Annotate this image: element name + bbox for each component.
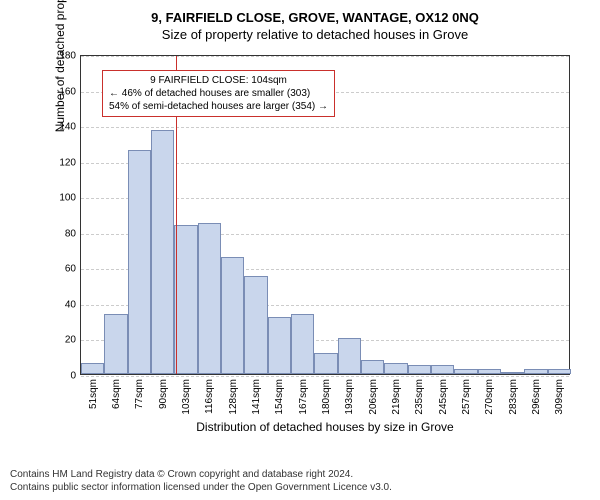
x-tick: 51sqm [88, 379, 99, 409]
plot-area: Number of detached properties Distributi… [80, 55, 570, 375]
histogram-bar [524, 369, 547, 374]
x-tick: 128sqm [228, 379, 239, 415]
x-tick: 283sqm [508, 379, 519, 415]
y-tick: 60 [65, 264, 76, 275]
x-tick: 90sqm [158, 379, 169, 409]
histogram-bar [198, 223, 221, 374]
y-axis-label: Number of detached properties [53, 0, 67, 132]
y-tick: 140 [59, 122, 76, 133]
histogram-bar [244, 276, 267, 374]
x-tick: 103sqm [181, 379, 192, 415]
annotation-line1: 9 FAIRFIELD CLOSE: 104sqm [109, 74, 328, 87]
x-tick: 141sqm [251, 379, 262, 415]
histogram-bar [548, 369, 571, 374]
histogram-bar [338, 338, 361, 374]
histogram-bar [221, 257, 244, 374]
histogram-bar [454, 369, 477, 374]
chart-container: 9, FAIRFIELD CLOSE, GROVE, WANTAGE, OX12… [50, 10, 580, 430]
footer: Contains HM Land Registry data © Crown c… [0, 468, 600, 494]
histogram-bar [384, 363, 407, 374]
y-tick: 120 [59, 157, 76, 168]
y-tick: 160 [59, 86, 76, 97]
y-tick: 20 [65, 335, 76, 346]
gridline [81, 127, 569, 128]
x-tick: 77sqm [134, 379, 145, 409]
x-tick: 296sqm [531, 379, 542, 415]
y-tick: 40 [65, 299, 76, 310]
y-tick: 0 [70, 371, 76, 382]
histogram-bar [478, 369, 501, 374]
x-tick: 180sqm [321, 379, 332, 415]
x-tick: 309sqm [554, 379, 565, 415]
histogram-bar [291, 314, 314, 374]
x-tick: 167sqm [298, 379, 309, 415]
histogram-bar [104, 314, 127, 374]
x-tick: 257sqm [461, 379, 472, 415]
histogram-bar [128, 150, 151, 374]
chart-title-line2: Size of property relative to detached ho… [50, 27, 580, 42]
histogram-bar [174, 225, 197, 374]
x-tick: 219sqm [391, 379, 402, 415]
y-tick: 180 [59, 51, 76, 62]
histogram-bar [431, 365, 454, 374]
x-tick: 193sqm [344, 379, 355, 415]
chart-title-line1: 9, FAIRFIELD CLOSE, GROVE, WANTAGE, OX12… [50, 10, 580, 25]
histogram-bar [151, 130, 174, 374]
annotation-line3: 54% of semi-detached houses are larger (… [109, 100, 328, 113]
x-tick: 116sqm [204, 379, 215, 414]
x-tick: 270sqm [484, 379, 495, 415]
x-axis-label: Distribution of detached houses by size … [196, 420, 453, 434]
histogram-bar [81, 363, 104, 374]
histogram-bar [361, 360, 384, 374]
histogram-bar [501, 372, 524, 374]
annotation-box: 9 FAIRFIELD CLOSE: 104sqm← 46% of detach… [102, 70, 335, 117]
y-tick: 100 [59, 193, 76, 204]
x-tick: 64sqm [111, 379, 122, 409]
gridline [81, 376, 569, 377]
histogram-bar [268, 317, 291, 374]
gridline [81, 56, 569, 57]
x-tick: 235sqm [414, 379, 425, 415]
footer-line2: Contains public sector information licen… [10, 481, 590, 494]
x-tick: 245sqm [438, 379, 449, 415]
x-tick: 206sqm [368, 379, 379, 415]
histogram-bar [408, 365, 431, 374]
y-tick: 80 [65, 228, 76, 239]
histogram-bar [314, 353, 337, 374]
x-tick: 154sqm [274, 379, 285, 415]
footer-line1: Contains HM Land Registry data © Crown c… [10, 468, 590, 481]
annotation-line2: ← 46% of detached houses are smaller (30… [109, 87, 328, 100]
